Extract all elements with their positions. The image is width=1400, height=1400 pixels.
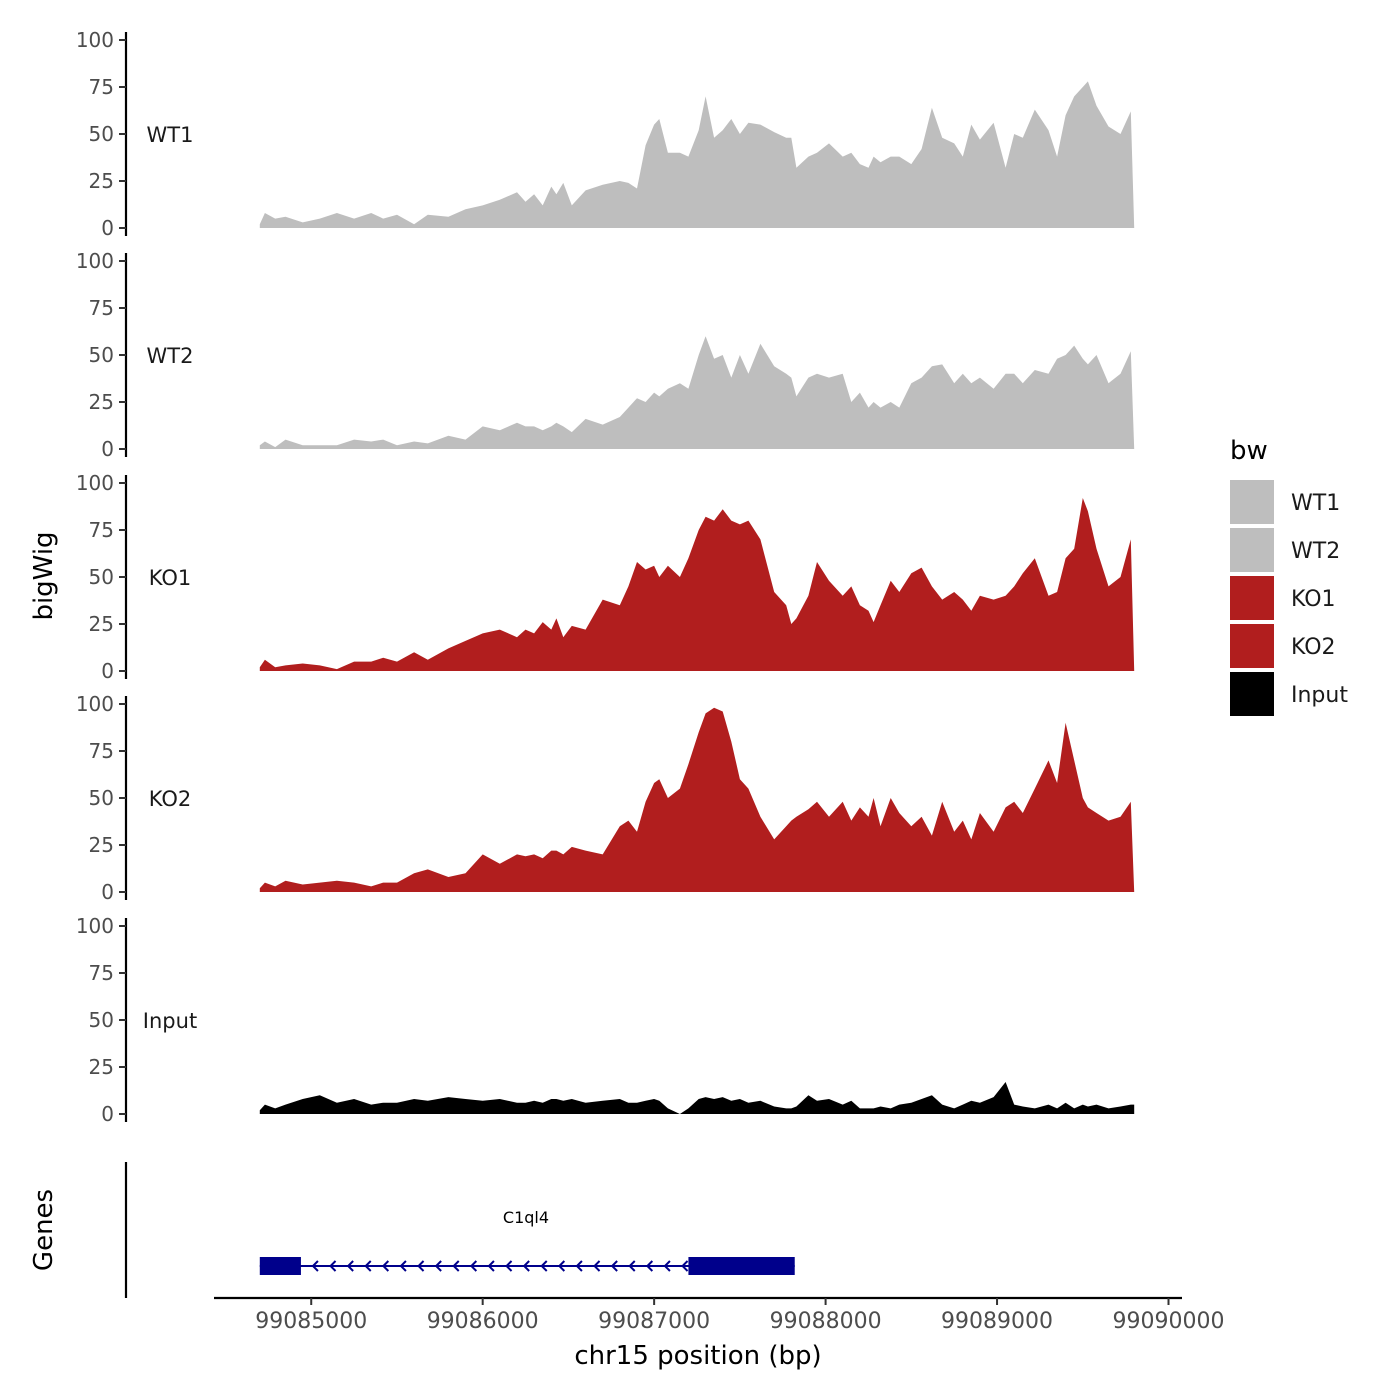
- y-tick-label: 75: [89, 518, 114, 542]
- strand-arrow: [417, 1260, 425, 1272]
- y-tick-label: 50: [89, 786, 114, 810]
- strand-arrow: [452, 1260, 460, 1272]
- legend-label-wt1: WT1: [1291, 491, 1340, 516]
- y-tick-label: 50: [89, 122, 114, 146]
- track-ko2: 0 25 50 75 100 KO2: [76, 692, 1135, 904]
- y-tick-label: 100: [76, 692, 114, 716]
- strand-arrow: [505, 1260, 513, 1272]
- legend-swatch-input: [1230, 672, 1274, 716]
- strand-arrow: [593, 1260, 601, 1272]
- x-tick-label: 99086000: [427, 1309, 539, 1334]
- area-wt1: [259, 81, 1135, 229]
- y-tick-label: 0: [101, 659, 114, 683]
- legend-swatch-ko1: [1230, 576, 1274, 620]
- legend-label-ko2: KO2: [1291, 635, 1336, 660]
- strand-arrow: [381, 1260, 390, 1272]
- y-tick-label: 50: [89, 1008, 114, 1032]
- track-label-wt2: WT2: [147, 344, 194, 368]
- x-axis: chr15 position (bp) 99085000 99086000 9908…: [214, 1296, 1225, 1371]
- gene-exon: [688, 1257, 795, 1275]
- area-wt2: [259, 336, 1135, 449]
- x-axis-title: chr15 position (bp): [574, 1341, 821, 1371]
- strand-arrow: [434, 1260, 442, 1272]
- y-tick-label: 0: [101, 216, 114, 240]
- track-label-wt1: WT1: [147, 123, 194, 147]
- gene-name-label: C1ql4: [503, 1208, 549, 1227]
- strand-arrow: [346, 1260, 354, 1272]
- x-tick-label: 99087000: [598, 1309, 710, 1334]
- genes-panel: Genes C1ql4: [29, 1162, 795, 1298]
- area-input: [259, 1082, 1135, 1114]
- track-label-ko1: KO1: [149, 566, 192, 590]
- legend-label-input: Input: [1291, 683, 1348, 708]
- y-tick-label: 75: [89, 75, 114, 99]
- strand-arrow: [575, 1260, 583, 1272]
- legend-label-ko1: KO1: [1291, 587, 1336, 612]
- x-tick-label: 99089000: [941, 1309, 1053, 1334]
- y-tick-label: 25: [89, 612, 114, 636]
- track-ko1: 0 25 50 75 100 KO1: [76, 471, 1135, 683]
- y-tick-label: 50: [89, 343, 114, 367]
- y-tick-label: 100: [76, 249, 114, 273]
- strand-arrow: [469, 1260, 478, 1272]
- y-tick-label: 75: [89, 739, 114, 763]
- strand-arrow: [487, 1260, 495, 1272]
- area-ko2: [259, 707, 1135, 892]
- area-ko1: [259, 498, 1135, 671]
- genes-axis-title: Genes: [29, 1189, 59, 1271]
- y-tick-label: 0: [101, 437, 114, 461]
- strand-arrow: [522, 1260, 530, 1272]
- x-tick-label: 99085000: [255, 1309, 367, 1334]
- track-input: 0 25 50 75 100 Input: [76, 914, 1135, 1126]
- strand-arrow: [663, 1260, 671, 1272]
- legend-title: bw: [1230, 436, 1268, 466]
- y-tick-label: 0: [101, 1102, 114, 1126]
- y-tick-label: 100: [76, 471, 114, 495]
- strand-arrow: [329, 1260, 337, 1272]
- y-tick-label: 0: [101, 880, 114, 904]
- legend: bw WT1 WT2 KO1 KO2 Input: [1230, 436, 1348, 716]
- y-tick-label: 75: [89, 961, 114, 985]
- x-tick-label: 99088000: [770, 1309, 882, 1334]
- y-axis-title: bigWig: [29, 531, 59, 620]
- y-tick-label: 25: [89, 390, 114, 414]
- x-tick-label: 99090000: [1113, 1309, 1225, 1334]
- track-label-ko2: KO2: [149, 787, 192, 811]
- y-tick-label: 75: [89, 296, 114, 320]
- strand-arrow: [364, 1260, 372, 1272]
- track-wt1: 0 25 50 75 100 WT1: [76, 28, 1135, 240]
- strand-arrow: [681, 1260, 689, 1272]
- strand-arrow: [557, 1260, 566, 1272]
- tracks-group: 0255075100WT10255075100WT20255075100KO10…: [76, 28, 1135, 1126]
- legend-swatch-ko2: [1230, 624, 1274, 668]
- gene-exon: [259, 1257, 301, 1275]
- track-wt2: 0 25 50 75 100 WT2: [76, 249, 1135, 461]
- legend-label-wt2: WT2: [1291, 539, 1340, 564]
- gene-model: C1ql4: [259, 1208, 795, 1275]
- strand-arrow: [628, 1260, 636, 1272]
- y-tick-label: 25: [89, 1055, 114, 1079]
- legend-swatch-wt2: [1230, 528, 1274, 572]
- y-tick-label: 100: [76, 28, 114, 52]
- track-label-input: Input: [143, 1009, 197, 1033]
- strand-arrow: [540, 1260, 548, 1272]
- strand-arrow: [311, 1260, 319, 1272]
- strand-arrow: [399, 1260, 407, 1272]
- strand-arrow: [610, 1260, 618, 1272]
- y-tick-label: 50: [89, 565, 114, 589]
- y-tick-label: 25: [89, 833, 114, 857]
- y-tick-label: 25: [89, 169, 114, 193]
- legend-swatch-wt1: [1230, 480, 1274, 524]
- y-tick-label: 100: [76, 914, 114, 938]
- strand-arrow: [645, 1260, 654, 1272]
